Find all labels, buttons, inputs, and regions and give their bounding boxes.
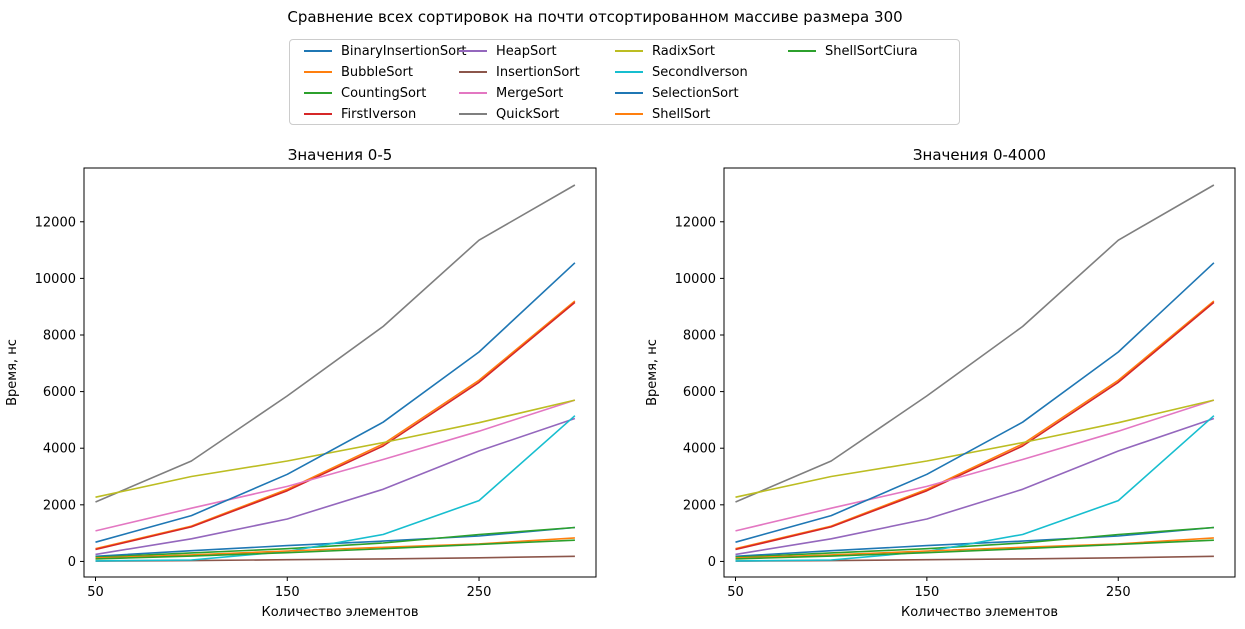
legend-line-swatch (615, 91, 643, 94)
legend-line-swatch (304, 91, 332, 94)
y-axis-label: Время, нс (645, 339, 660, 406)
legend-label: ShellSortCiura (825, 44, 918, 59)
series-line (735, 537, 1214, 559)
legend-label: CountingSort (341, 86, 427, 101)
series-line (735, 399, 1215, 532)
y-tick-label: 6000 (683, 385, 716, 400)
series-line (95, 301, 576, 551)
series-line (95, 526, 575, 558)
legend-label: RadixSort (652, 44, 715, 59)
y-tick-label: 10000 (35, 272, 76, 287)
y-axis-label: Время, нс (5, 339, 20, 406)
legend-label: SecondIverson (652, 65, 748, 80)
legend-line-swatch (615, 112, 643, 115)
chart-title: Значения 0-5 (288, 146, 393, 164)
series-line (95, 399, 576, 498)
legend-label: MergeSort (496, 86, 564, 101)
y-tick-label: 2000 (43, 498, 76, 513)
chart-title: Значения 0-4000 (913, 146, 1046, 164)
x-tick-label: 250 (467, 585, 492, 600)
legend-line-swatch (459, 112, 487, 115)
series-line (95, 415, 576, 562)
series-line (95, 300, 576, 550)
legend-item: MergeSort (459, 86, 563, 102)
legend: BinaryInsertionSort BubbleSort CountingSor… (289, 39, 960, 125)
legend-item: CountingSort (304, 86, 426, 102)
legend-item: FirstIverson (304, 107, 416, 123)
y-tick-label: 10000 (675, 272, 716, 287)
legend-line-swatch (788, 49, 816, 52)
legend-label: SelectionSort (652, 86, 739, 101)
y-tick-label: 8000 (43, 328, 76, 343)
legend-line-swatch (615, 70, 643, 73)
series-line (95, 399, 576, 532)
legend-line-swatch (459, 70, 487, 73)
x-tick-label: 250 (1106, 585, 1131, 600)
y-tick-label: 4000 (43, 442, 76, 457)
legend-label: BinaryInsertionSort (341, 44, 467, 59)
legend-item: RadixSort (615, 44, 715, 60)
x-axis-label: Количество элементов (261, 605, 418, 620)
y-tick-label: 6000 (43, 385, 76, 400)
legend-item: BinaryInsertionSort (304, 44, 467, 60)
series-line (735, 539, 1214, 560)
chart-panel: Значения 0-4000 50 150 250 0 2000 4000 6000 8000… (645, 146, 1236, 620)
legend-line-swatch (304, 112, 332, 115)
x-tick-label: 50 (727, 585, 744, 600)
legend-item: HeapSort (459, 44, 557, 60)
series-line (95, 184, 576, 503)
legend-label: BubbleSort (341, 65, 413, 80)
legend-line-swatch (304, 49, 332, 52)
series-line (735, 184, 1215, 503)
legend-item: QuickSort (459, 107, 559, 123)
y-tick-label: 2000 (683, 498, 716, 513)
legend-item: SecondIverson (615, 65, 748, 81)
series-line (735, 399, 1215, 498)
series-line (735, 526, 1214, 558)
y-tick-label: 4000 (683, 442, 716, 457)
legend-label: FirstIverson (341, 107, 417, 122)
series-line (735, 262, 1215, 543)
legend-line-swatch (459, 91, 487, 94)
series-line (95, 537, 575, 559)
y-tick-label: 12000 (675, 215, 716, 230)
legend-label: InsertionSort (496, 65, 580, 80)
series-line (95, 262, 576, 543)
series-line (95, 417, 576, 556)
x-tick-label: 150 (914, 585, 939, 600)
legend-item: ShellSortCiura (788, 44, 918, 60)
legend-item: InsertionSort (459, 65, 580, 81)
chart-panel: Значения 0-5 50 150 250 0 2000 4000 6000 8000 100… (5, 146, 597, 620)
legend-line-swatch (615, 49, 643, 52)
series-line (735, 300, 1215, 550)
x-axis-label: Количество элементов (901, 605, 1058, 620)
plot-frame (723, 167, 1236, 578)
series-line (735, 415, 1215, 562)
x-tick-label: 150 (275, 585, 300, 600)
series-group (95, 184, 576, 562)
x-tick-label: 50 (87, 585, 104, 600)
figure-title: Сравнение всех сортировок на почти отсор… (287, 8, 903, 26)
series-line (735, 417, 1215, 556)
legend-label: ShellSort (652, 107, 711, 122)
y-tick-label: 0 (708, 555, 716, 570)
series-line (95, 539, 575, 560)
legend-label: HeapSort (496, 44, 557, 59)
legend-item: ShellSort (615, 107, 710, 123)
series-group (735, 184, 1215, 562)
y-tick-label: 8000 (683, 328, 716, 343)
plot-frame (83, 167, 597, 578)
legend-line-swatch (304, 70, 332, 73)
legend-item: SelectionSort (615, 86, 739, 102)
legend-label: QuickSort (496, 107, 560, 122)
series-line (735, 301, 1215, 551)
y-tick-label: 0 (68, 555, 76, 570)
legend-line-swatch (459, 49, 487, 52)
y-tick-label: 12000 (35, 215, 76, 230)
legend-item: BubbleSort (304, 65, 413, 81)
